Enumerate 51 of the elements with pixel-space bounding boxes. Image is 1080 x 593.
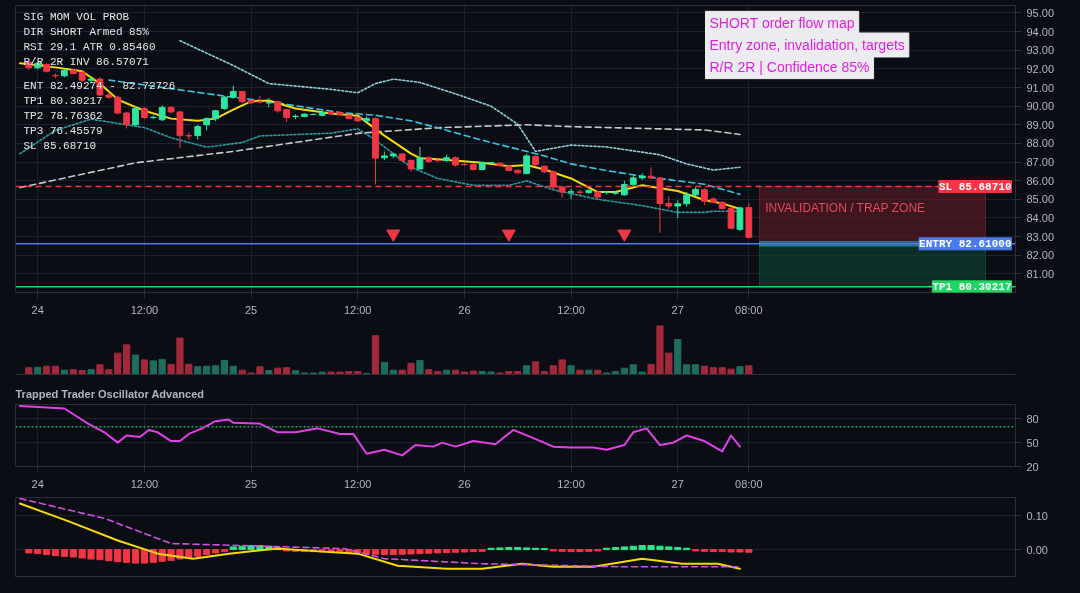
- annotation: SIG MOM VOL PROB: [23, 11, 130, 24]
- x-tick-label: 12:00: [130, 477, 159, 490]
- band-label: INVALIDATION / TRAP ZONE: [765, 200, 926, 215]
- y-tick-label: 50: [1026, 436, 1039, 449]
- x-tick-label: 27: [671, 477, 684, 490]
- y-tick-label: 95.00: [1026, 6, 1055, 19]
- y-tick-label: 20: [1026, 460, 1039, 473]
- y-tick-label: 92.00: [1026, 62, 1055, 75]
- chart-title: Trapped Trader Oscillator Advanced: [15, 387, 204, 400]
- y-tick-label: 90.00: [1026, 100, 1055, 113]
- x-tick-label: 25: [244, 477, 258, 490]
- x-tick-label: 27: [671, 303, 684, 316]
- x-tick-label: 12:00: [130, 303, 159, 316]
- x-tick-label: 24: [31, 477, 44, 490]
- annotation: TP3 76.45579: [23, 124, 103, 137]
- x-tick-label: 08:00: [735, 303, 763, 316]
- ref-line-label: SL 85.68710: [938, 180, 1012, 193]
- y-tick-label: 87.00: [1026, 156, 1055, 169]
- annotation: Entry zone, invalidation, targets: [709, 36, 905, 53]
- y-tick-label: 83.00: [1026, 230, 1055, 243]
- annotation: DIR SHORT Armed 85%: [23, 26, 150, 39]
- annotation: SL 85.68710: [23, 139, 97, 152]
- y-tick-label: 84.00: [1026, 211, 1055, 224]
- y-tick-label: 82.00: [1026, 249, 1055, 262]
- x-tick-label: 26: [458, 303, 471, 316]
- x-tick-label: 12:00: [557, 477, 585, 490]
- y-tick-label: 94.00: [1026, 25, 1055, 38]
- y-tick-label: 0.00: [1026, 543, 1048, 556]
- y-tick-label: 89.00: [1026, 118, 1055, 131]
- y-tick-label: 88.00: [1026, 137, 1055, 150]
- x-tick-label: 08:00: [735, 477, 763, 490]
- annotation: RSI 29.1 ATR 0.85460: [23, 41, 156, 54]
- ref-line-label: TP1 80.30217: [932, 280, 1012, 293]
- annotation: R/R 2R | Confidence 85%: [709, 58, 870, 75]
- annotation: SHORT order flow map: [709, 15, 855, 32]
- x-tick-label: 24: [31, 303, 44, 316]
- y-tick-label: 91.00: [1026, 81, 1055, 94]
- x-tick-label: 12:00: [557, 303, 585, 316]
- y-tick-label: 85.00: [1026, 193, 1055, 206]
- y-tick-label: 86.00: [1026, 174, 1055, 187]
- y-tick-label: 81.00: [1026, 267, 1055, 280]
- ref-line-label: ENTRY 82.61000: [919, 237, 1012, 250]
- x-tick-label: 25: [244, 303, 258, 316]
- y-tick-label: 80: [1026, 412, 1039, 425]
- x-tick-label: 26: [458, 477, 471, 490]
- x-tick-label: 12:00: [343, 303, 372, 316]
- x-tick-label: 12:00: [343, 477, 372, 490]
- annotation: TP2 78.76362: [23, 109, 103, 122]
- y-tick-label: 0.10: [1026, 509, 1048, 522]
- y-tick-label: 93.00: [1026, 44, 1055, 57]
- annotation: TP1 80.30217: [23, 94, 103, 107]
